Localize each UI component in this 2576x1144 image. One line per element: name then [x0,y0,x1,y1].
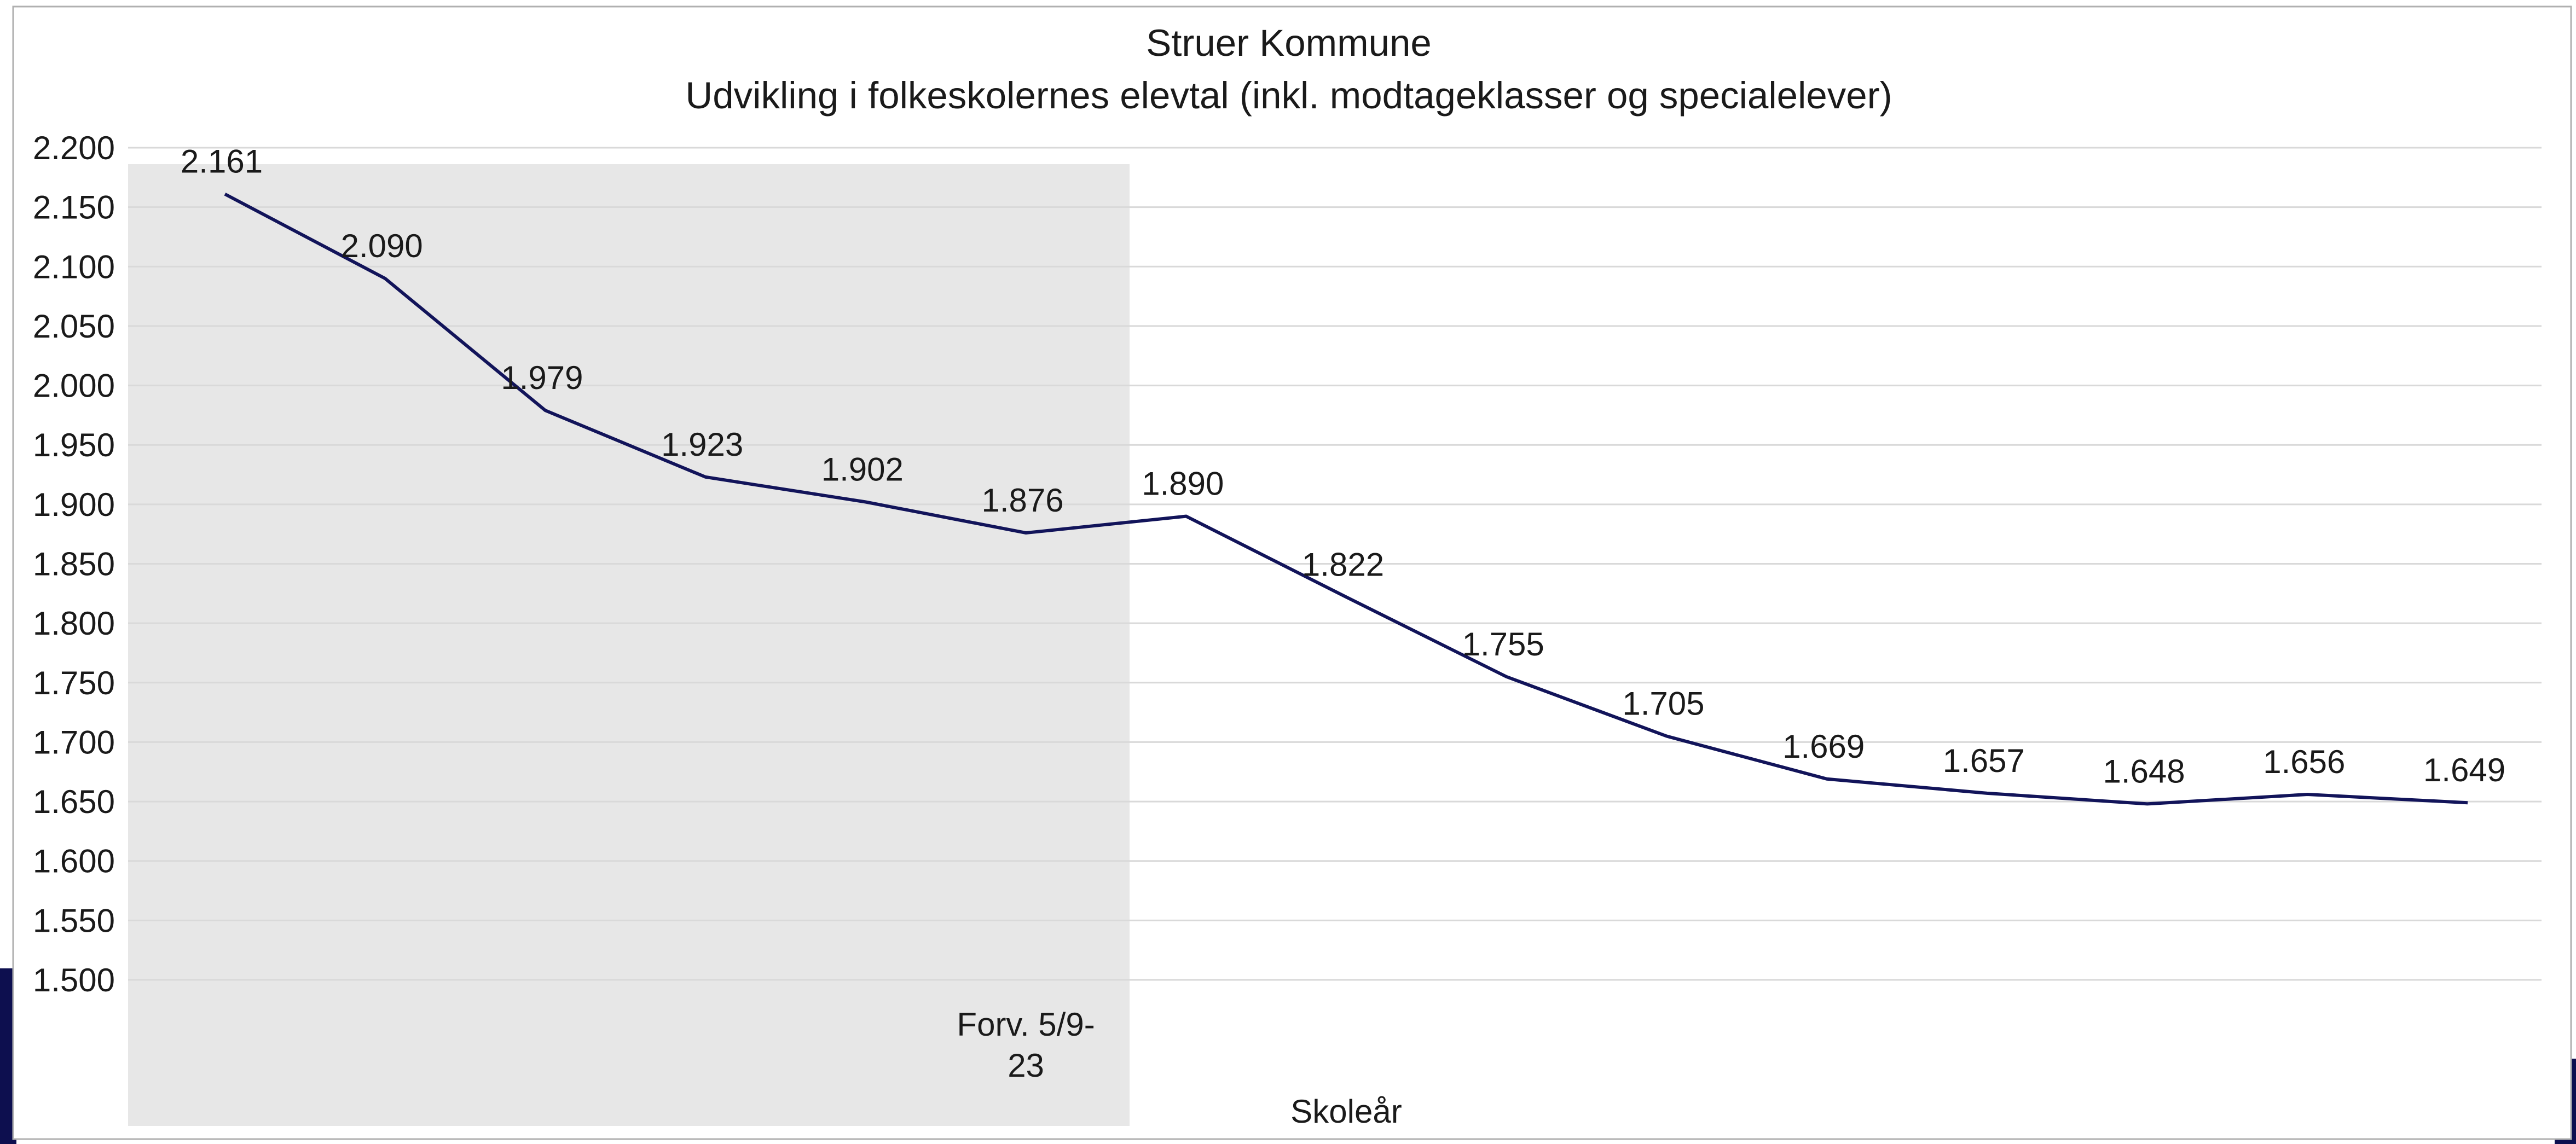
y-tick-label: 1.650 [33,783,115,820]
y-tick-label: 1.750 [33,665,115,701]
historic-shading [128,164,1130,1126]
data-label: 1.705 [1622,686,1704,722]
y-tick-label: 1.550 [33,902,115,939]
y-tick-label: 1.850 [33,546,115,583]
data-label: 1.669 [1782,728,1865,765]
data-label: 1.923 [661,426,743,463]
y-tick-label: 2.100 [33,248,115,285]
y-tick-label: 1.500 [33,962,115,998]
y-tick-label: 1.600 [33,843,115,880]
y-tick-label: 1.950 [33,427,115,463]
x-tick-label: Forv. 5/9-23 [957,1006,1095,1084]
chart-subtitle: Udvikling i folkeskolernes elevtal (inkl… [685,74,1892,117]
chart-title: Struer Kommune [1146,22,1432,64]
y-tick-label: 2.050 [33,308,115,345]
y-tick-label: 1.700 [33,724,115,760]
y-tick-label: 2.150 [33,189,115,226]
data-label: 1.656 [2263,744,2345,780]
data-label: 1.902 [821,451,904,488]
data-label: 1.755 [1462,626,1544,663]
x-axis-label: Skoleår [1290,1093,1402,1130]
data-label: 1.649 [2423,752,2505,788]
data-line [224,193,2468,806]
y-tick-label: 2.000 [33,368,115,404]
data-label: 1.657 [1943,742,2025,779]
data-label: 1.890 [1142,466,1224,502]
y-tick-label: 2.200 [33,130,115,166]
data-label: 1.822 [1302,546,1384,583]
y-tick-label: 1.900 [33,486,115,523]
y-tick-label: 1.800 [33,605,115,642]
data-label: 1.876 [981,482,1063,519]
data-label: 2.090 [341,228,423,264]
data-label: 1.648 [2103,753,2185,789]
data-label: 2.161 [181,143,263,180]
grid [128,147,2542,981]
data-label: 1.979 [501,359,583,396]
